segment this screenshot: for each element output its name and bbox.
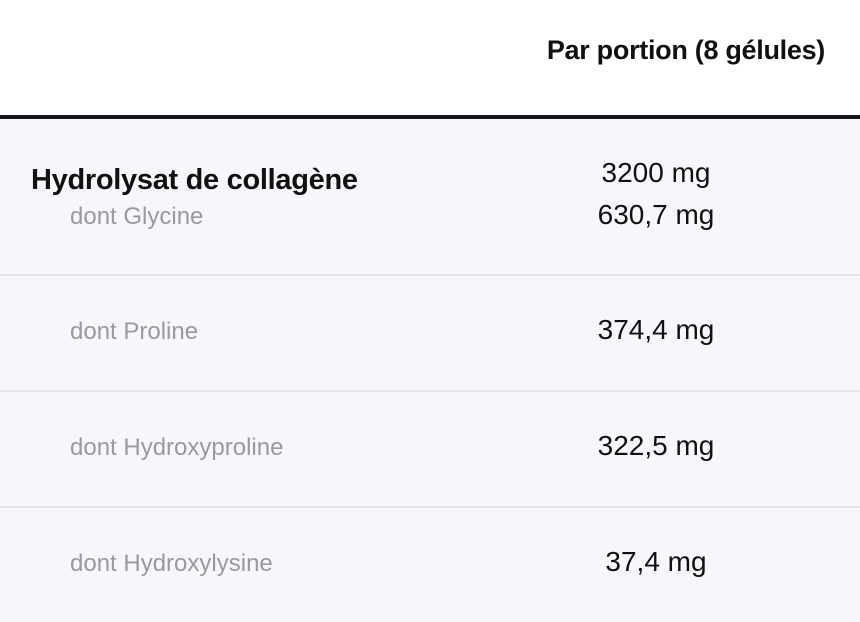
sub-ingredient-label: dont Hydroxyproline xyxy=(70,434,284,461)
table-row: dont Hydroxylysine 37,4 mg xyxy=(0,508,860,622)
sub-ingredient-label: dont Glycine xyxy=(70,203,204,230)
sub-ingredient-value: 37,4 mg xyxy=(605,546,707,577)
ingredient-value: 3200 mg xyxy=(601,157,711,188)
sub-ingredient-value: 374,4 mg xyxy=(597,314,715,345)
table-row: dont Hydroxyproline 322,5 mg xyxy=(0,392,860,508)
sub-ingredient-value: 630,7 mg xyxy=(597,199,715,230)
sub-ingredient-label: dont Hydroxylysine xyxy=(70,550,273,577)
sub-ingredient-value: 322,5 mg xyxy=(597,430,715,461)
ingredient-name: Hydrolysat de collagène xyxy=(31,164,358,196)
table-row: dont Proline 374,4 mg xyxy=(0,276,860,392)
table-row: Hydrolysat de collagène 3200 mg dont Gly… xyxy=(0,119,860,276)
sub-ingredient-label: dont Proline xyxy=(70,318,199,345)
table-header: Par portion (8 gélules) xyxy=(0,0,860,119)
column-header-per-serving: Par portion (8 gélules) xyxy=(546,35,825,65)
